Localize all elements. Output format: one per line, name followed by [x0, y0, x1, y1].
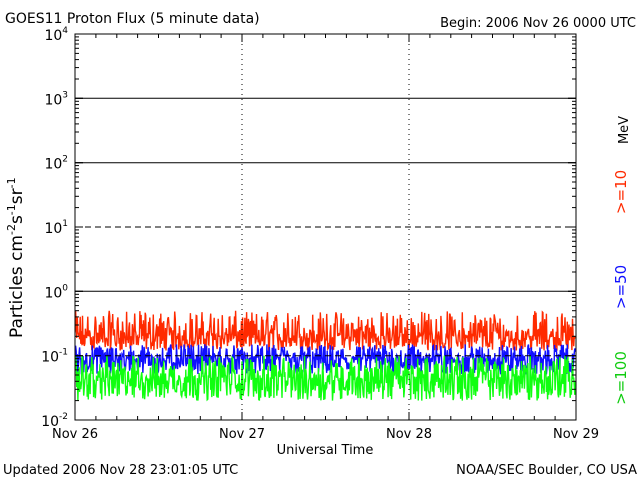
x-tick-labels: Nov 26 Nov 27 Nov 28 Nov 29	[52, 427, 599, 442]
y-tick-label: 100	[44, 283, 68, 301]
y-label-part-3: sr	[7, 188, 27, 204]
chart-title: GOES11 Proton Flux (5 minute data)	[5, 11, 260, 27]
y-tick-exp: 0	[62, 283, 68, 293]
series-line-ge10	[75, 310, 576, 352]
y-label-exp-2: -1	[5, 204, 18, 215]
x-tick-label: Nov 27	[219, 427, 265, 442]
y-tick-exp: -2	[59, 412, 68, 422]
y-axis-label: Particles cm-2s-1sr-1	[5, 177, 27, 338]
legend-ge50: >=50	[612, 265, 630, 309]
y-label-exp-3: -1	[5, 177, 18, 188]
y-tick-label: 10-2	[41, 412, 68, 430]
grid-layer	[75, 34, 576, 420]
x-tick-label: Nov 28	[386, 427, 432, 442]
y-label-exp-1: -2	[5, 224, 18, 235]
y-tick-base: 10	[41, 350, 59, 366]
y-tick-label: 103	[44, 90, 68, 108]
y-tick-base: 10	[44, 92, 62, 108]
begin-time: Begin: 2006 Nov 26 0000 UTC	[440, 16, 636, 31]
legend-unit: MeV	[617, 116, 632, 144]
y-tick-exp: 1	[62, 219, 68, 229]
y-axis-label-group: Particles cm-2s-1sr-1	[5, 177, 27, 338]
y-tick-exp: 3	[62, 90, 68, 100]
y-label-part-2: s	[7, 215, 27, 224]
legend: MeV >=10 >=50 >=100	[612, 116, 632, 405]
legend-ge10: >=10	[612, 170, 630, 214]
y-tick-label: 104	[44, 26, 68, 44]
y-tick-label: 101	[44, 219, 68, 237]
x-tick-label: Nov 29	[553, 427, 599, 442]
y-tick-base: 10	[44, 221, 62, 237]
legend-ge100: >=100	[612, 351, 630, 405]
y-tick-exp: -1	[59, 348, 68, 358]
x-axis-label: Universal Time	[277, 443, 374, 458]
series-line-ge100	[75, 355, 576, 402]
y-tick-base: 10	[44, 28, 62, 44]
y-tick-exp: 2	[62, 155, 68, 165]
x-tick-label: Nov 26	[52, 427, 98, 442]
y-tick-base: 10	[44, 285, 62, 301]
tick-layer	[74, 33, 577, 421]
y-label-part-1: Particles cm	[7, 235, 27, 338]
y-tick-base: 10	[41, 414, 59, 430]
y-tick-base: 10	[44, 157, 62, 173]
y-tick-exp: 4	[62, 26, 68, 36]
y-tick-label: 102	[44, 155, 68, 173]
y-tick-label: 10-1	[41, 348, 68, 366]
source-credit: NOAA/SEC Boulder, CO USA	[456, 463, 637, 478]
updated-time: Updated 2006 Nov 28 23:01:05 UTC	[3, 463, 238, 478]
